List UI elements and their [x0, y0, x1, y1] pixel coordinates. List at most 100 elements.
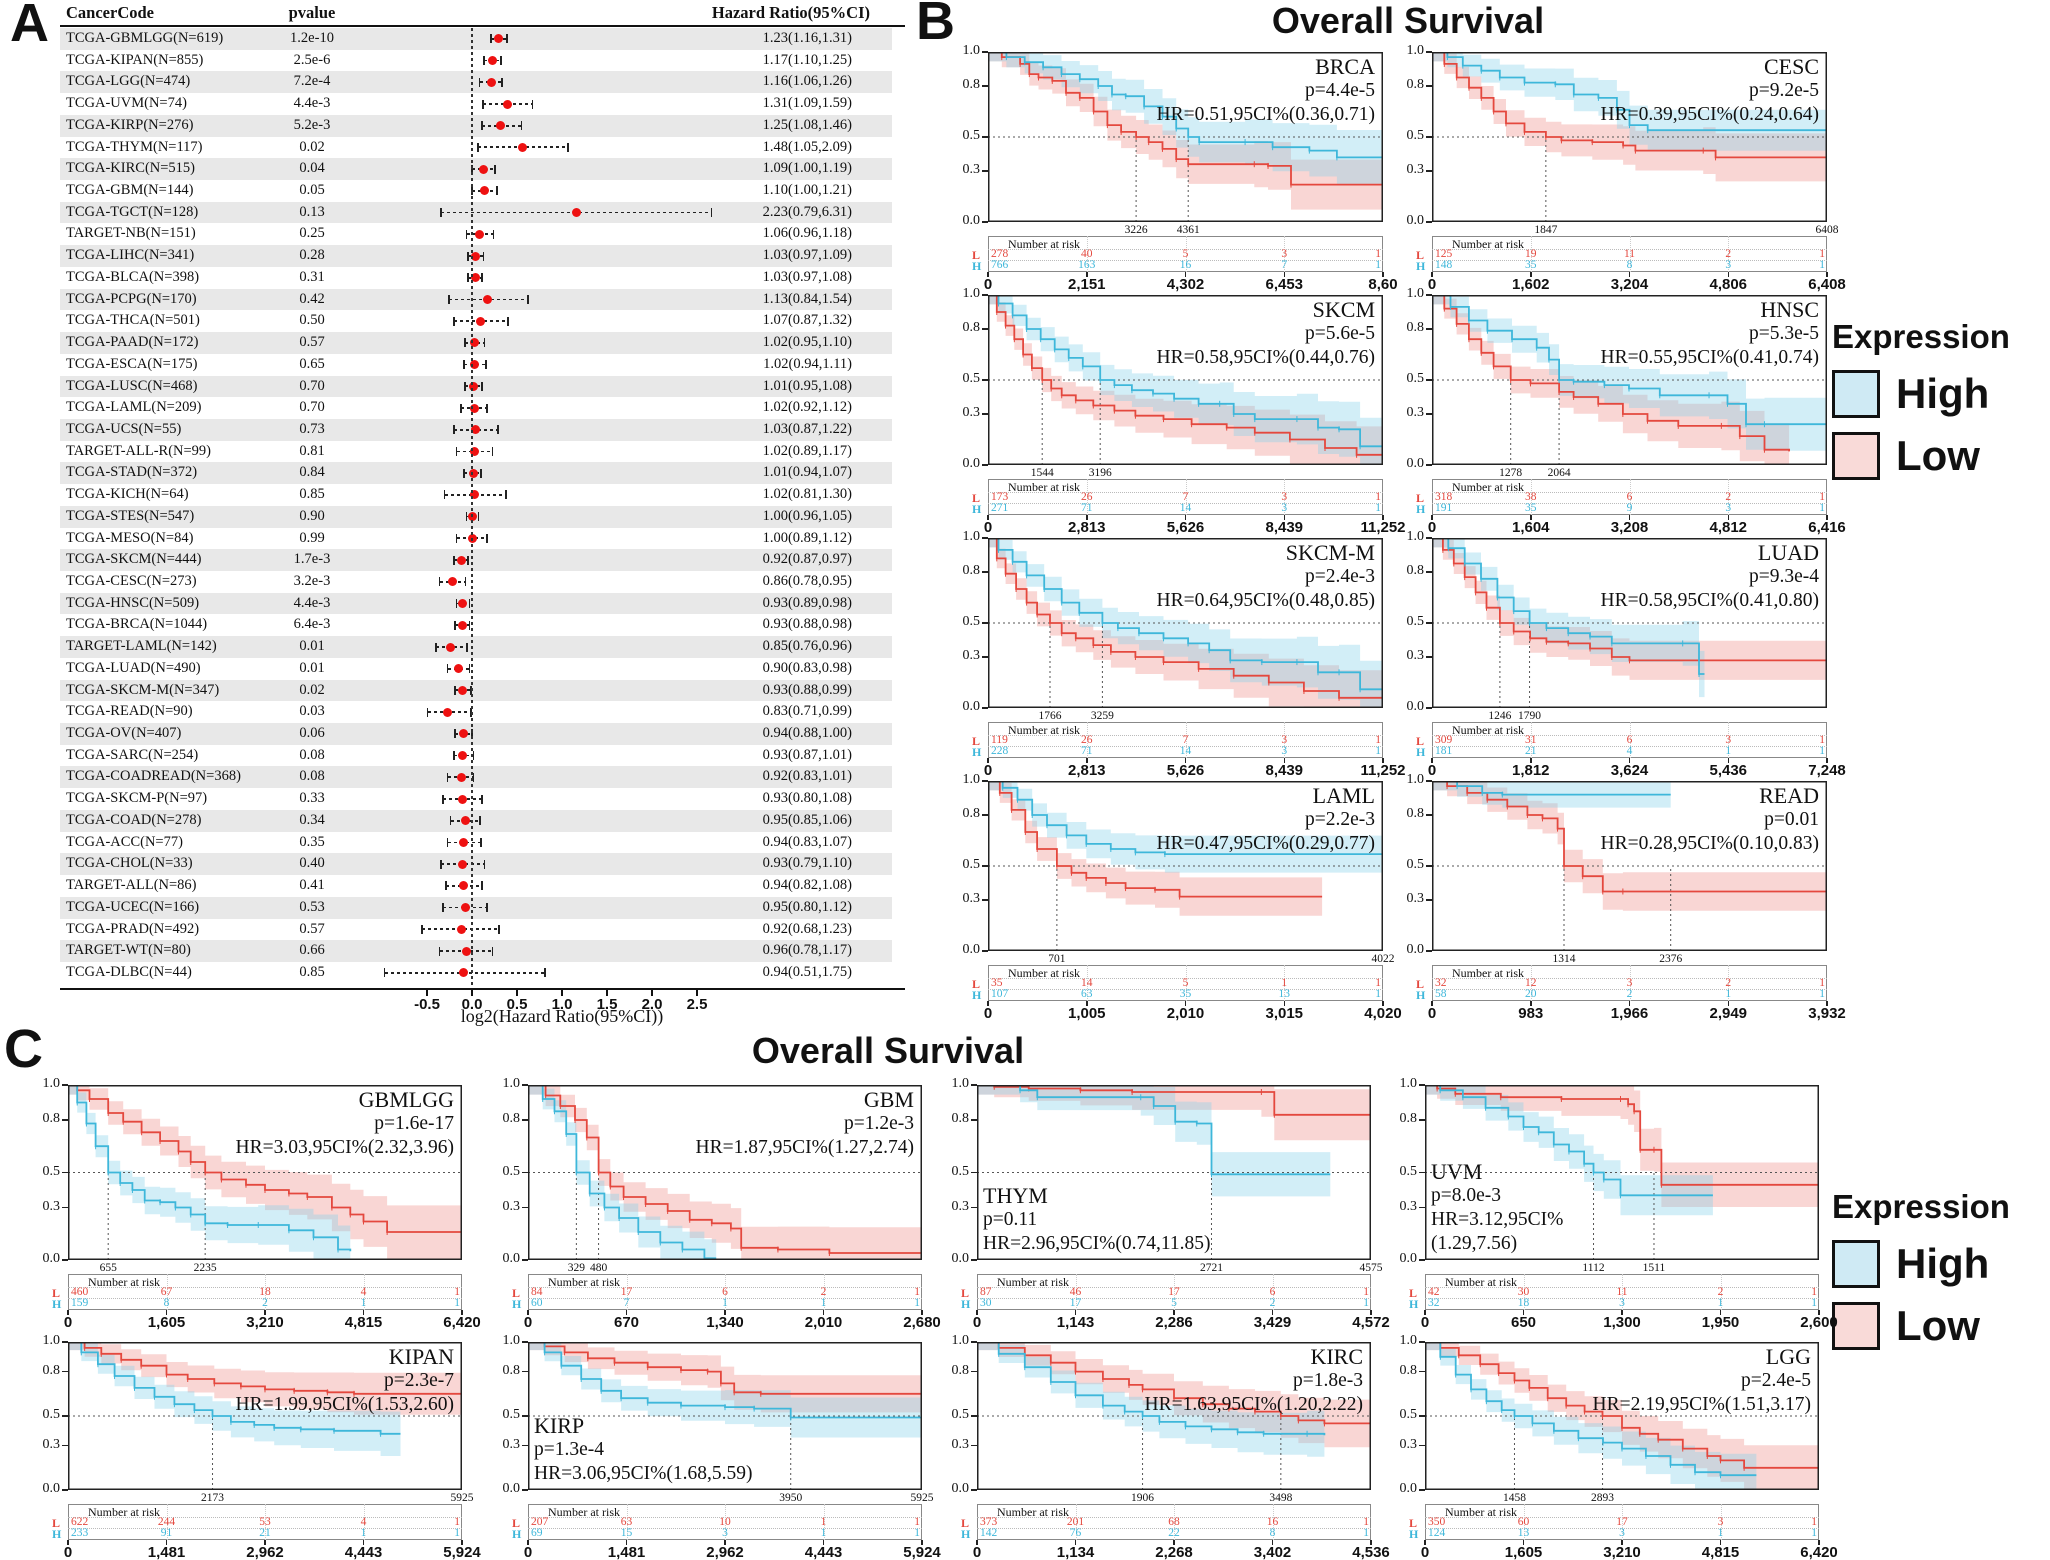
km-risk-grid — [1530, 236, 1532, 272]
km-risk-value: 46 — [1069, 1286, 1082, 1298]
forest-row-pvalue: 4.4e-3 — [293, 95, 331, 112]
forest-row-hr-text: 0.83(0.71,0.99) — [762, 703, 852, 720]
km-risk-value: 8 — [1626, 259, 1633, 271]
km-ytick-mark — [982, 537, 988, 539]
km-risk-value: 1 — [1819, 502, 1825, 514]
km-ytick-label: 0.8 — [951, 1111, 970, 1126]
km-xtick-label: 2,286 — [1155, 1314, 1193, 1331]
km-risk-value: 1 — [1363, 1297, 1369, 1309]
km-risk-letter-high: H — [1409, 1527, 1419, 1541]
km-xtick-mark — [1522, 1310, 1525, 1315]
forest-row-hr-text: 0.93(0.88,0.98) — [762, 616, 852, 633]
panel-c-label: C — [4, 1019, 43, 1079]
forest-ci-cap-left — [446, 664, 449, 674]
km-risk-value: 76 — [1069, 1527, 1082, 1539]
km-title-LUAD: LUAD p=9.3e-4 HR=0.58,95CI%(0.41,0.80) — [1600, 540, 1819, 612]
km-chart-KIPAN — [68, 1342, 462, 1490]
km-risk-value: 63 — [1081, 988, 1093, 1000]
km-xtick-label: 6,408 — [1808, 276, 1846, 293]
forest-ci-cap-left — [440, 208, 442, 218]
km-risk-value: 53 — [259, 1516, 271, 1528]
km-risk-grid — [626, 1504, 628, 1540]
km-risk-letter-high: H — [1416, 259, 1426, 273]
km-risk-value: 1 — [914, 1286, 920, 1298]
km-risk-value: 17 — [1069, 1297, 1082, 1309]
forest-hr-dot — [487, 56, 497, 66]
km-ytick-mark — [62, 1444, 68, 1447]
forest-row-hr-text: 0.85(0.76,0.96) — [762, 638, 852, 655]
km-ytick-label: 0.0 — [1406, 942, 1425, 957]
km-risk-letter-high: H — [972, 988, 982, 1002]
km-risk-grid — [1075, 1504, 1077, 1540]
forest-ci-cap-right — [466, 642, 468, 652]
forest-ci-cap-right — [527, 295, 530, 304]
forest-hr-dot — [458, 751, 468, 761]
forest-ci-cap-left — [440, 859, 442, 869]
km-risk-value: 16 — [1179, 259, 1192, 271]
km-ytick-label: 1.0 — [951, 1333, 970, 1348]
forest-ci-cap-left — [454, 729, 456, 739]
forest-row-cancercode: TCGA-READ(N=90) — [66, 703, 193, 720]
panel-a-label: A — [10, 0, 49, 53]
km-xtick-label: 1,134 — [1056, 1544, 1095, 1560]
km-risk-value: 3 — [1725, 734, 1732, 746]
km-risk-letter-low: L — [972, 734, 981, 748]
km-median-label: 1766 — [1038, 710, 1062, 722]
km-risk-value: 14 — [1081, 977, 1093, 989]
km-xtick-mark — [1271, 1310, 1274, 1315]
km-median-label: 5925 — [450, 1492, 474, 1504]
km-risk-value: 1 — [1363, 1516, 1369, 1528]
km-xtick-label: 1,605 — [1504, 1544, 1543, 1560]
km-ytick-label: 0.8 — [962, 77, 981, 92]
forest-row-pvalue: 5.2e-3 — [293, 116, 331, 133]
forest-ci-cap-left — [452, 555, 455, 565]
km-risk-value: 35 — [991, 977, 1003, 989]
km-risk-grid — [1622, 1274, 1623, 1310]
forest-hr-dot — [460, 903, 470, 913]
km-xtick-mark — [987, 758, 989, 763]
km-ytick-mark — [1426, 571, 1432, 573]
forest-hr-dot — [446, 642, 456, 652]
forest-row-hr-text: 1.02(0.81,1.30) — [762, 486, 852, 503]
forest-ci-cap-right — [531, 99, 534, 109]
forest-row-cancercode: TCGA-DLBC(N=44) — [66, 963, 192, 980]
forest-axis-tick — [561, 989, 563, 996]
km-risk-value: 3 — [1725, 259, 1732, 271]
km-risk-value: 35 — [1525, 502, 1537, 514]
forest-ci-cap-left — [462, 468, 465, 478]
km-risk-value: 228 — [991, 745, 1009, 757]
km-risk-value: 1 — [1819, 734, 1825, 746]
legend-low-label: Low — [1896, 1302, 1980, 1349]
km-ytick-mark — [971, 1489, 977, 1491]
km-ytick-mark — [522, 1444, 528, 1447]
km-ytick-label: 0.3 — [42, 1198, 61, 1214]
km-ytick-label: 0.3 — [42, 1436, 61, 1452]
forest-ci-cap-left — [452, 751, 455, 761]
km-ytick-label: 0.8 — [42, 1362, 61, 1378]
km-median-label: 2235 — [193, 1262, 217, 1274]
forest-row-pvalue: 0.25 — [299, 225, 325, 242]
km-title-KIRC: KIRC p=1.8e-3 HR=1.63,95CI%(1.20,2.22) — [1144, 1344, 1363, 1416]
forest-row-hr-text: 0.96(0.78,1.17) — [762, 942, 852, 959]
km-ytick-mark — [982, 950, 988, 952]
km-xtick-mark — [1382, 515, 1384, 520]
km-risk-value: 21 — [259, 1527, 271, 1539]
km-xtick-label: 6,420 — [1800, 1544, 1838, 1560]
km-risk-letter-low: L — [1416, 734, 1425, 748]
km-risk-value: 20 — [1525, 988, 1537, 1000]
km-ytick-mark — [62, 1084, 68, 1086]
km-ytick-label: 0.0 — [962, 942, 981, 957]
forest-ci-cap-right — [710, 208, 713, 218]
km-ytick-mark — [1419, 1259, 1425, 1261]
km-risk-value: 3 — [1281, 745, 1288, 757]
km-risk-value: 7 — [1182, 491, 1189, 503]
km-risk-value: 30 — [980, 1297, 992, 1309]
km-ytick-mark — [982, 294, 988, 296]
legend-low-swatch — [1832, 432, 1880, 480]
km-ytick-label: 0.0 — [1406, 456, 1425, 471]
km-ytick-mark — [1419, 1206, 1425, 1209]
km-ytick-mark — [982, 379, 988, 381]
forest-row-stripe — [60, 28, 892, 50]
km-risk-label: Number at risk — [1008, 237, 1080, 251]
km-ytick-label: 1.0 — [1406, 43, 1425, 58]
